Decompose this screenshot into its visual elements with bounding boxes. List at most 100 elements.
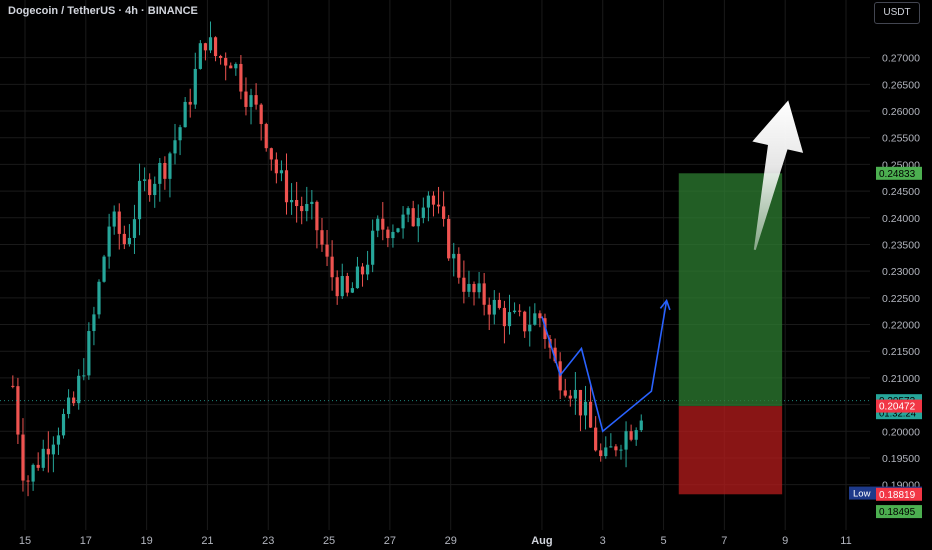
candle-body [355, 266, 360, 289]
candle-body [148, 179, 152, 196]
candle-body [345, 276, 349, 293]
candle-body [213, 37, 218, 57]
candle-body [568, 395, 572, 399]
candle-body [259, 104, 263, 125]
candle-body [406, 208, 410, 215]
candle-body [371, 230, 375, 265]
candle-body [442, 206, 446, 219]
candle-body [391, 231, 395, 239]
candle-body [599, 450, 603, 457]
candle-body [11, 385, 15, 387]
candle-body [193, 68, 197, 105]
candle-body [269, 148, 273, 160]
price-tick-label: 0.24000 [882, 213, 920, 225]
candle-body [56, 435, 61, 445]
up-arrow-drawing[interactable] [752, 100, 804, 251]
candle-body [482, 283, 486, 305]
candle-body [467, 283, 471, 292]
candle-body [188, 101, 192, 105]
candle-body [82, 375, 86, 377]
candle-body [538, 313, 542, 319]
candle-body [153, 183, 157, 196]
candle-body [512, 310, 517, 313]
time-tick-label: 7 [721, 535, 727, 547]
target-label-bg [876, 166, 922, 180]
candle-body [594, 427, 598, 451]
time-tick-label: 21 [201, 535, 213, 547]
candle-body [477, 283, 481, 293]
time-tick-label: 9 [782, 535, 788, 547]
price-tick-label: 0.19500 [882, 453, 920, 465]
candle-body [229, 65, 233, 69]
candle-body [163, 162, 167, 179]
target-label: 0.24833 [879, 169, 916, 180]
candle-body [274, 159, 278, 174]
candle-body [396, 228, 400, 232]
time-tick-label: 15 [19, 535, 31, 547]
price-axis[interactable] [870, 0, 932, 550]
candle-body [457, 253, 461, 278]
stop-loss-zone[interactable] [678, 406, 783, 495]
candle-body [234, 63, 238, 69]
candle-body [127, 237, 131, 245]
candle-body [112, 211, 116, 227]
candle-body [46, 448, 50, 455]
candle-body [462, 277, 466, 292]
time-tick-label: 25 [323, 535, 335, 547]
time-tick-label: 17 [80, 535, 92, 547]
candle-body [208, 37, 213, 51]
price-tick-label: 0.24500 [882, 186, 920, 198]
candle-body [411, 208, 415, 227]
candle-body [619, 449, 623, 451]
candle-body [51, 444, 55, 455]
time-axis[interactable] [0, 530, 870, 550]
entry-label: 0.20472 [879, 402, 916, 413]
candle-body [578, 389, 583, 416]
candle-body [31, 464, 35, 482]
candle-body [198, 43, 202, 69]
projection-path[interactable] [541, 300, 668, 433]
candle-body [528, 324, 532, 332]
currency-selector[interactable]: USDT [874, 2, 920, 24]
candle-body [634, 430, 638, 440]
stop-label: 0.18819 [879, 490, 916, 501]
price-tick-label: 0.23500 [882, 239, 920, 251]
candle-body [295, 200, 299, 207]
candle-body [300, 206, 304, 212]
candle-body [36, 464, 40, 468]
candle-body [629, 431, 633, 440]
candle-body [452, 253, 456, 259]
candle-body [609, 446, 613, 448]
price-tick-label: 0.21000 [882, 373, 920, 385]
candle-body [583, 401, 588, 416]
candle-body [426, 195, 431, 208]
candle-body [178, 127, 182, 141]
candle-body [381, 218, 385, 230]
candle-body [219, 56, 223, 58]
candle-body [249, 95, 253, 107]
candle-body [320, 230, 324, 245]
candle-body [264, 124, 268, 149]
candle-body [66, 397, 71, 414]
candle-body [553, 347, 557, 362]
time-tick-label: 11 [840, 535, 851, 547]
symbol-title[interactable]: Dogecoin / TetherUS · 4h · BINANCE [8, 5, 198, 17]
projection-arrowhead [659, 298, 671, 311]
candle-body [502, 307, 507, 327]
stop-label-bg [876, 487, 922, 501]
candle-body [244, 91, 248, 107]
candle-body [431, 195, 436, 205]
candle-body [239, 63, 243, 92]
candle-body [492, 299, 496, 315]
candle-body [143, 179, 147, 181]
price-tick-label: 0.26000 [882, 106, 920, 118]
candle-body [533, 313, 537, 325]
candle-body [41, 448, 45, 468]
candle-body [102, 256, 106, 282]
candle-body [137, 180, 142, 220]
candle-body [224, 57, 228, 66]
candle-body [158, 162, 162, 184]
time-tick-label: 5 [660, 535, 666, 547]
candle-body [168, 153, 172, 179]
